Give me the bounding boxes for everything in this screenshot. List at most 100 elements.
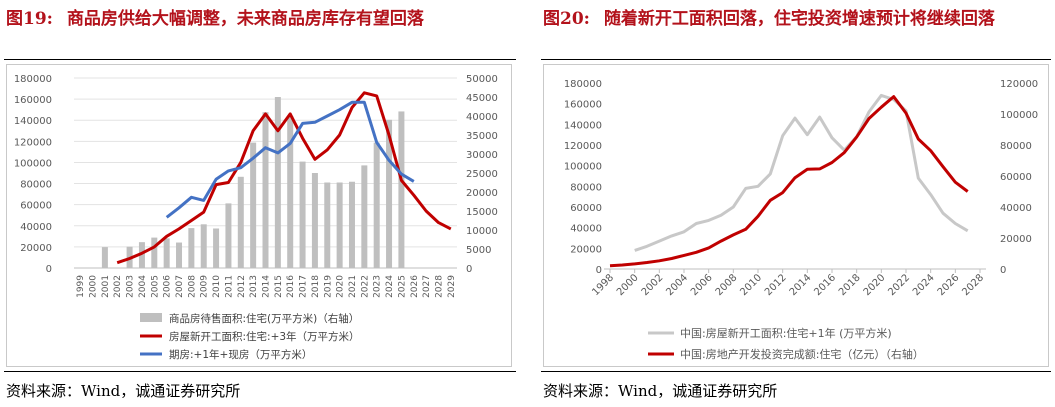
- x-tick-label: 1998: [590, 272, 616, 298]
- x-tick-label: 2018: [837, 272, 863, 298]
- y-tick-label: 0: [46, 264, 52, 275]
- figure-19-panel: 图19: 商品房供给大幅调整，未来商品房库存有望回落 0 20000 40000 600…: [0, 0, 520, 407]
- figure-19-number: 图19:: [6, 9, 53, 29]
- y2-tick-label: 5000: [466, 245, 491, 256]
- construction-investment-chart: 0200004000060000800001000001200001400001…: [564, 79, 1038, 361]
- legend-label: 商品房待售面积:住宅(万平方米)（右轴）: [169, 312, 359, 325]
- bar-unsold-inventory: [361, 165, 368, 268]
- x-tick-label: 2010: [212, 275, 222, 298]
- bar-unsold-inventory: [274, 97, 281, 268]
- x-tick-label: 2000: [89, 275, 99, 298]
- y-tick-label: 40000: [20, 222, 52, 233]
- x-tick-label: 2016: [812, 272, 838, 298]
- x-tick-label: 2012: [237, 275, 247, 298]
- source-divider: [541, 371, 1051, 372]
- x-tick-label: 2008: [187, 275, 197, 298]
- y2-tick-label: 20000: [1000, 234, 1032, 245]
- x-tick-label: 2002: [113, 275, 123, 298]
- x-tick-label: 2020: [336, 275, 346, 298]
- line-new-starts-plus1: [634, 93, 969, 252]
- x-tick-label: 2014: [262, 275, 272, 298]
- x-tick-label: 2017: [299, 275, 309, 298]
- x-tick-label: 2021: [348, 275, 358, 298]
- bar-unsold-inventory: [237, 176, 244, 268]
- line-residential-investment: [609, 95, 969, 268]
- figure-19-source: 资料来源：Wind，诚通证券研究所: [6, 382, 241, 400]
- y-tick-label: 40000: [570, 224, 602, 235]
- x-tick-label: 2013: [249, 275, 259, 298]
- y-tick-label: 60000: [570, 203, 602, 214]
- y2-tick-label: 100000: [1000, 110, 1038, 121]
- y-tick-label: 60000: [20, 201, 52, 212]
- x-tick-label: 2000: [615, 272, 641, 298]
- x-tick-label: 2014: [788, 272, 814, 298]
- x-tick-label: 2002: [640, 272, 666, 298]
- bar-unsold-inventory: [262, 112, 269, 268]
- figure-20-title-text: 随着新开工面积回落，住宅投资增速预计将继续回落: [603, 9, 995, 29]
- y-tick-label: 180000: [14, 74, 52, 85]
- legend-swatch-bars: [140, 313, 162, 322]
- x-tick-label: 2006: [689, 272, 715, 298]
- y-tick-label: 160000: [564, 100, 602, 111]
- x-tick-label: 2022: [360, 275, 370, 298]
- bar-unsold-inventory: [163, 238, 170, 268]
- figure-20-number: 图20:: [543, 9, 590, 29]
- title-divider: [541, 59, 1051, 60]
- bar-unsold-inventory: [311, 173, 318, 268]
- bar-unsold-inventory: [176, 242, 183, 268]
- y2-tick-label: 25000: [466, 169, 498, 180]
- y2-tick-label: 40000: [1000, 203, 1032, 214]
- figure-20-source: 资料来源：Wind，诚通证券研究所: [543, 382, 778, 400]
- x-tick-label: 2007: [175, 275, 185, 298]
- bar-unsold-inventory: [299, 161, 306, 268]
- x-tick-label: 2024: [385, 275, 395, 298]
- x-tick-label: 2025: [397, 275, 407, 298]
- y-tick-label: 120000: [14, 137, 52, 148]
- y2-tick-label: 80000: [1000, 141, 1032, 152]
- bar-unsold-inventory: [151, 237, 158, 268]
- x-tick-label: 1999: [76, 275, 86, 298]
- y2-tick-label: 20000: [466, 188, 498, 199]
- y-tick-label: 120000: [564, 141, 602, 152]
- legend-label: 中国:房屋新开工面积:住宅+1年 (万平方米): [680, 326, 892, 340]
- title-divider: [4, 59, 516, 60]
- y2-tick-label: 35000: [466, 131, 498, 142]
- figure-19-title: 图19: 商品房供给大幅调整，未来商品房库存有望回落: [6, 6, 514, 33]
- x-tick-label: 2023: [373, 275, 383, 298]
- y2-tick-label: 40000: [466, 112, 498, 123]
- line-presale-plus-ready: [165, 100, 415, 219]
- x-tick-label: 2029: [447, 275, 457, 298]
- y-tick-label: 80000: [570, 182, 602, 193]
- chart-frame: 0 20000 40000 60000 80000 100000 120000 140000 1…: [543, 64, 1049, 367]
- x-tick-label: 2009: [200, 275, 210, 298]
- y2-tick-label: 0: [466, 264, 472, 275]
- x-tick-label: 2004: [138, 275, 148, 298]
- x-tick-label: 2012: [763, 272, 789, 298]
- x-tick-label: 2015: [274, 275, 284, 298]
- x-tick-label: 2006: [163, 275, 173, 298]
- x-tick-label: 2010: [738, 272, 764, 298]
- legend-label: 期房:+1年+现房（万平方米）: [169, 348, 312, 361]
- bar-unsold-inventory: [213, 228, 220, 268]
- legend-label: 房屋新开工面积:住宅:+3年（万平方米）: [169, 330, 360, 343]
- bar-unsold-inventory: [287, 116, 294, 268]
- x-tick-label: 2022: [886, 272, 912, 298]
- y2-tick-label: 60000: [1000, 172, 1032, 183]
- figure-20-panel: 图20: 随着新开工面积回落，住宅投资增速预计将继续回落 0 20000 40000 6…: [537, 0, 1055, 407]
- y2-tick-label: 15000: [466, 207, 498, 218]
- y2-tick-label: 0: [1000, 265, 1006, 276]
- x-tick-label: 2027: [422, 275, 432, 298]
- housing-supply-chart: 0200004000060000800001000001200001400001…: [14, 74, 498, 361]
- y2-tick-label: 30000: [466, 150, 498, 161]
- x-tick-label: 2019: [323, 275, 333, 298]
- bar-unsold-inventory: [386, 119, 393, 268]
- x-tick-label: 2018: [311, 275, 321, 298]
- bar-unsold-inventory: [225, 203, 232, 268]
- x-tick-label: 2024: [911, 272, 937, 298]
- source-divider: [4, 371, 516, 372]
- bar-unsold-inventory: [250, 142, 257, 268]
- bar-unsold-inventory: [324, 182, 331, 268]
- figure-20-title: 图20: 随着新开工面积回落，住宅投资增速预计将继续回落: [543, 6, 1049, 33]
- x-tick-label: 2026: [936, 272, 962, 298]
- x-tick-label: 2020: [862, 272, 888, 298]
